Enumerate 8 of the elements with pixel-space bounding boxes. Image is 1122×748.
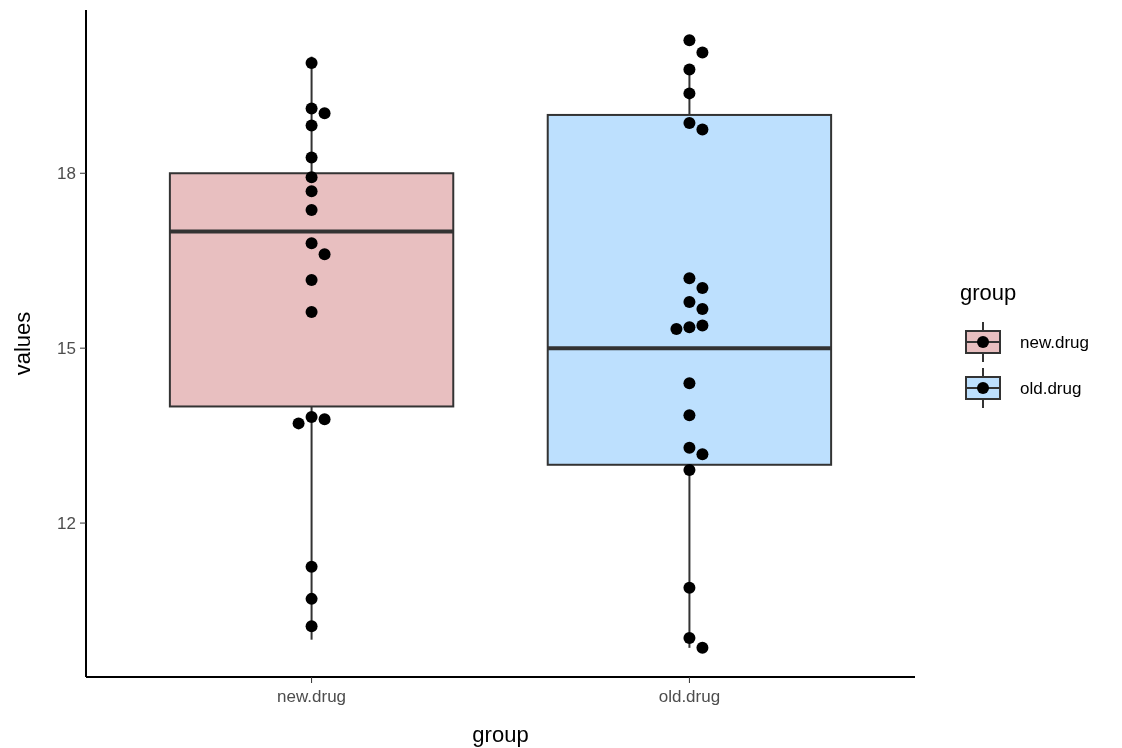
- y-tick-label: 12: [57, 514, 76, 534]
- y-axis-title: values: [10, 311, 35, 376]
- legend-label: new.drug: [1020, 332, 1089, 352]
- legend-label: old.drug: [1020, 378, 1082, 398]
- x-axis-title: group: [472, 722, 529, 747]
- y-tick-label: 15: [57, 339, 76, 359]
- y-tick-label: 18: [57, 164, 76, 184]
- legend-title: group: [960, 280, 1017, 305]
